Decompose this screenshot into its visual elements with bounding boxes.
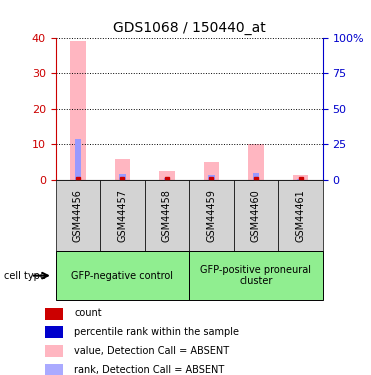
Bar <box>75 139 81 180</box>
Bar <box>164 178 170 180</box>
Bar <box>248 144 264 180</box>
Text: GSM44456: GSM44456 <box>73 189 83 242</box>
Bar <box>209 175 214 180</box>
Text: GSM44460: GSM44460 <box>251 189 261 242</box>
Bar <box>119 174 125 180</box>
Text: GSM44458: GSM44458 <box>162 189 172 242</box>
FancyBboxPatch shape <box>145 180 189 251</box>
Text: percentile rank within the sample: percentile rank within the sample <box>74 327 239 337</box>
Bar <box>159 171 175 180</box>
Bar <box>293 175 308 180</box>
Text: GSM44461: GSM44461 <box>296 189 305 242</box>
Bar <box>253 173 259 180</box>
Text: GFP-negative control: GFP-negative control <box>72 271 173 280</box>
FancyBboxPatch shape <box>189 180 234 251</box>
Text: value, Detection Call = ABSENT: value, Detection Call = ABSENT <box>74 346 229 356</box>
FancyBboxPatch shape <box>234 180 278 251</box>
FancyBboxPatch shape <box>278 180 323 251</box>
FancyBboxPatch shape <box>100 180 145 251</box>
Bar <box>115 159 130 180</box>
Text: GSM44457: GSM44457 <box>118 189 127 242</box>
Bar <box>45 345 63 357</box>
Title: GDS1068 / 150440_at: GDS1068 / 150440_at <box>113 21 266 35</box>
FancyBboxPatch shape <box>189 251 323 300</box>
Text: cell type: cell type <box>4 271 46 280</box>
Text: GFP-positive proneural
cluster: GFP-positive proneural cluster <box>200 265 312 286</box>
FancyBboxPatch shape <box>56 180 100 251</box>
Bar <box>45 308 63 320</box>
Text: rank, Detection Call = ABSENT: rank, Detection Call = ABSENT <box>74 365 224 375</box>
Bar <box>45 364 63 375</box>
FancyBboxPatch shape <box>56 251 189 300</box>
Bar <box>70 41 86 180</box>
Bar <box>45 326 63 338</box>
Text: GSM44459: GSM44459 <box>207 189 216 242</box>
Text: count: count <box>74 309 102 318</box>
Bar <box>298 179 303 180</box>
Bar <box>204 162 219 180</box>
